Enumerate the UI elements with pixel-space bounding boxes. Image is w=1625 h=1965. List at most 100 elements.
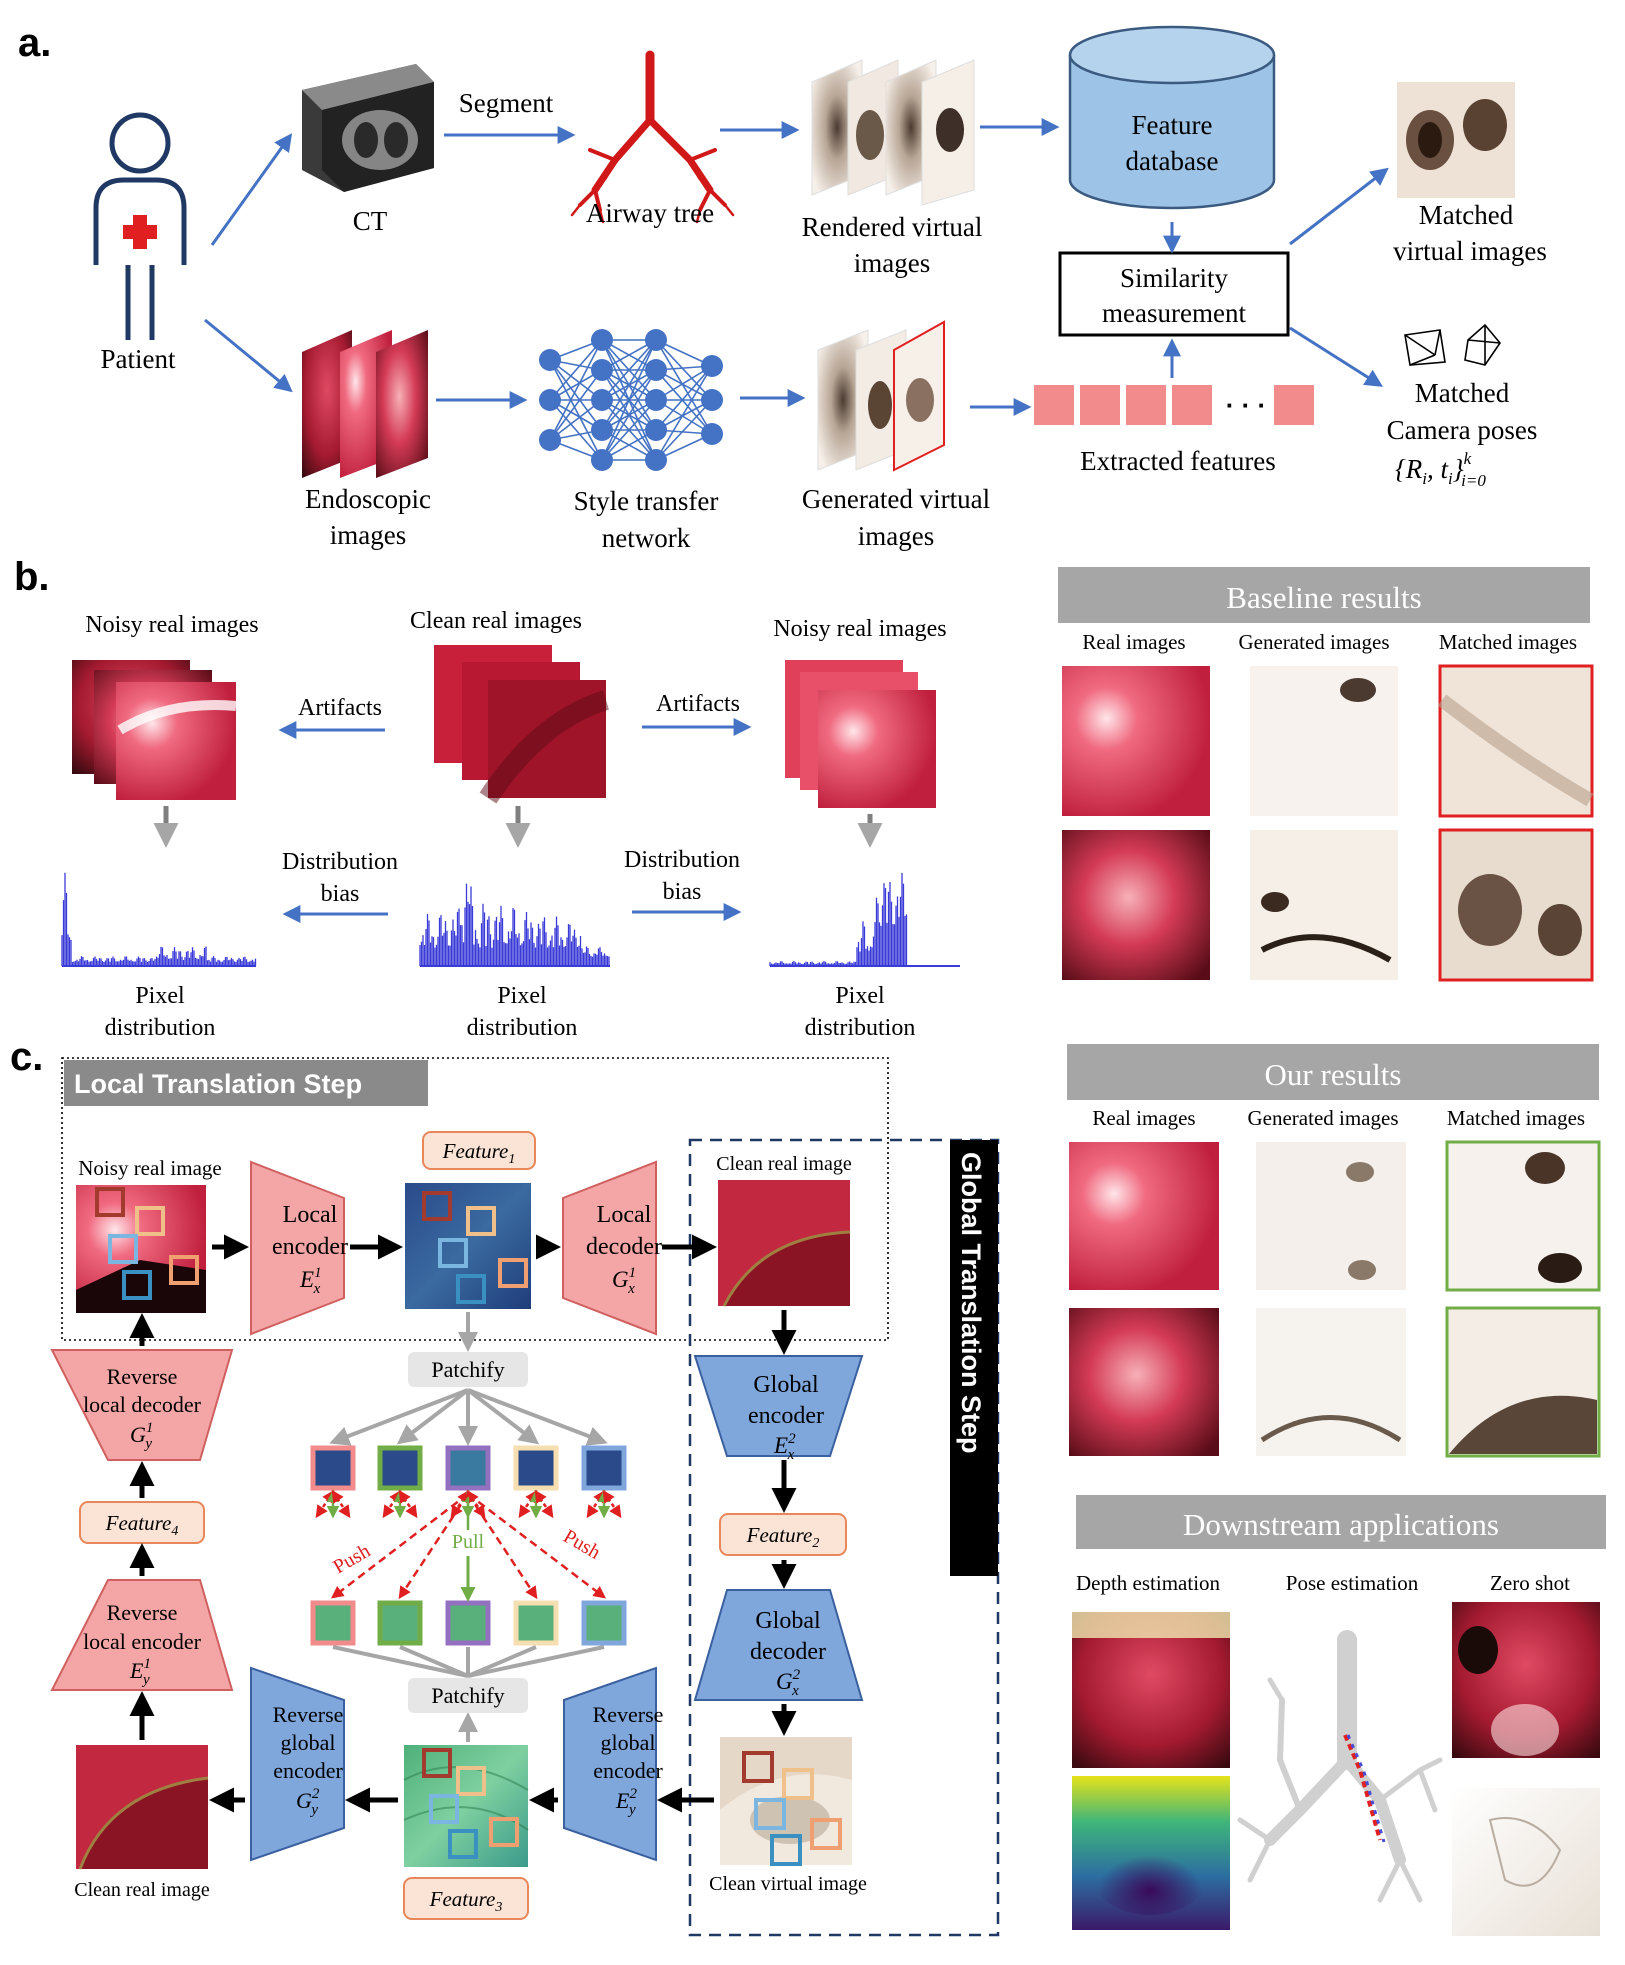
contrastive-patches: [310, 1388, 627, 1678]
push-arrow: [398, 1493, 470, 1600]
key-patch: [310, 1600, 356, 1646]
nn-edge: [655, 365, 713, 431]
feature1-map: [405, 1183, 531, 1309]
key-patch: [581, 1600, 627, 1646]
ours-col-1: Generated images: [1247, 1106, 1398, 1130]
similarity-label-2: measurement: [1102, 298, 1246, 328]
clean-real-image-bottom-label: Clean real image: [74, 1879, 210, 1901]
patient-label: Patient: [101, 344, 176, 374]
nn-node: [591, 359, 613, 381]
matched-virtual-label-2: virtual images: [1393, 236, 1547, 266]
baseline-header: [1058, 567, 1590, 623]
rld-label-2: local decoder: [83, 1392, 202, 1417]
pixel-right-1: Pixel: [835, 983, 885, 1009]
panel-label-a: a.: [18, 21, 51, 65]
red-cross-icon: [123, 215, 157, 249]
artifacts-left: Artifacts: [298, 695, 382, 721]
ours-real-2: [1069, 1308, 1219, 1456]
zero-shot-endoscopic: [1452, 1602, 1600, 1758]
bias-left-2: bias: [321, 881, 360, 907]
rge-right-label-1: Reverse: [593, 1702, 664, 1727]
panel-a-arrows: [204, 118, 1389, 416]
clean-label: Clean real images: [410, 608, 582, 634]
matched-virtual-label-1: Matched: [1419, 200, 1514, 230]
push-arrow-small: [534, 1489, 554, 1519]
extracted-label: Extracted features: [1080, 446, 1276, 476]
style-label-2: network: [602, 523, 691, 553]
generated-label-1: Generated virtual: [802, 484, 990, 514]
feature1-label: Feature1: [442, 1139, 516, 1167]
rle-symbol: E1 y: [129, 1656, 151, 1688]
features-ellipsis: · · ·: [1226, 390, 1266, 420]
noisy-right-images: [785, 660, 936, 808]
global-decoder-label-1: Global: [755, 1608, 821, 1634]
endoscopic-label-2: images: [330, 520, 406, 550]
panel-a: a. Patient CT Segment: [18, 21, 1547, 553]
patchify-split-arrow: [467, 1388, 608, 1446]
nn-edge: [601, 339, 657, 401]
ours-generated-1: [1256, 1142, 1406, 1290]
zero-shot-virtual: [1452, 1788, 1600, 1936]
camera-pose-icons: [1404, 323, 1502, 366]
key-patch: [445, 1600, 491, 1646]
rge-left-symbol: G2 y: [296, 1786, 320, 1818]
pixel-histogram-center: [419, 883, 610, 967]
pixel-right-2: distribution: [805, 1015, 916, 1041]
nn-node: [645, 449, 667, 471]
ours-header: [1067, 1044, 1599, 1100]
nn-edge: [655, 339, 713, 435]
matched-virtual-image: [1397, 82, 1515, 198]
local-step-header: [64, 1060, 428, 1106]
reverse-global-encoder-left: [250, 1666, 345, 1862]
reverse-global-encoder-right: [563, 1666, 657, 1862]
push-arrow-small: [331, 1489, 351, 1519]
push-label-right: Push: [560, 1525, 605, 1564]
local-step-title: Local Translation Step: [74, 1069, 362, 1099]
push-arrow-small: [586, 1489, 606, 1519]
global-decoder-label-2: decoder: [750, 1639, 826, 1665]
nn-node: [539, 429, 561, 451]
camera-label-3: {Ri, ti}k i=0: [1395, 449, 1486, 490]
pixel-histogram-right: [769, 872, 960, 967]
patchify-merge-line: [467, 1645, 537, 1678]
feature2-label: Feature2: [746, 1523, 820, 1551]
noisy-real-image: [76, 1185, 206, 1313]
nn-edge: [601, 369, 657, 461]
patchify-split-arrow: [329, 1388, 469, 1446]
clean-real-image-top: [718, 1180, 851, 1307]
downstream-col-2: Zero shot: [1490, 1571, 1570, 1595]
nn-edge: [601, 339, 657, 431]
nn-edge: [655, 369, 713, 435]
baseline-results: Baseline results Real images Generated i…: [1058, 567, 1594, 982]
push-arrow: [331, 1493, 469, 1599]
reverse-local-decoder: [50, 1349, 234, 1461]
panel-c: c. Local Translation Step Global Transla…: [10, 1035, 1000, 1937]
feature2-tag: [719, 1513, 847, 1556]
push-arrow-small: [602, 1489, 622, 1519]
nn-node: [591, 389, 613, 411]
global-decoder-symbol: G2 x: [776, 1667, 801, 1699]
airway-tree-label: Airway tree: [586, 198, 714, 228]
local-decoder-symbol: G1 x: [612, 1265, 636, 1297]
panel-c-black-arrows: [129, 1234, 797, 1813]
local-encoder: [250, 1160, 345, 1336]
generated-label-2: images: [858, 521, 934, 551]
patchify-bottom-label: Patchify: [431, 1683, 504, 1708]
global-encoder-symbol: E2 x: [773, 1431, 796, 1463]
nn-node: [701, 423, 723, 445]
key-patch: [377, 1600, 423, 1646]
patchify-merge-line: [467, 1645, 605, 1678]
global-decoder: [693, 1589, 864, 1701]
key-patch: [513, 1600, 559, 1646]
feature4-label: Feature4: [105, 1511, 179, 1539]
downstream-col-1: Pose estimation: [1286, 1571, 1419, 1595]
rge-left-label-2: global: [281, 1730, 336, 1755]
generated-virtual-images: [817, 320, 945, 472]
nn-node: [701, 389, 723, 411]
nn-node: [701, 355, 723, 377]
nn-edge: [549, 359, 603, 431]
feature-db-label-1: Feature: [1132, 110, 1213, 140]
downstream-header: [1076, 1495, 1606, 1549]
pose-trajectory-red: [1343, 1734, 1382, 1841]
style-transfer-network-icon: [539, 329, 723, 471]
